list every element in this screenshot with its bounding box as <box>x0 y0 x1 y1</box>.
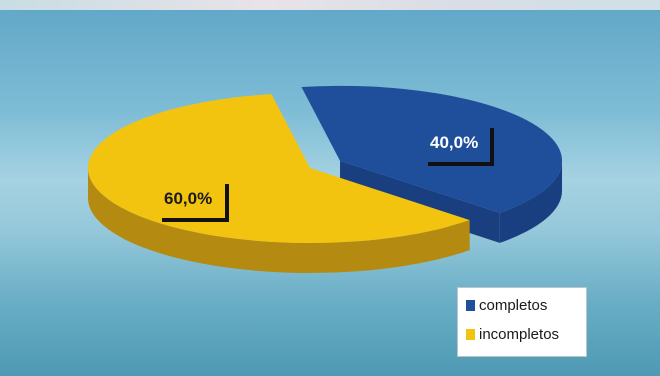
legend-item-completos: completos <box>466 297 547 314</box>
pie-label-incompletos: 60,0% <box>162 184 229 222</box>
chart-legend: completos incompletos <box>457 287 587 357</box>
pie-value-label-incompletos: 60,0% <box>164 189 212 208</box>
legend-item-incompletos: incompletos <box>466 326 559 343</box>
legend-label-completos: completos <box>479 297 548 314</box>
label-bracket-horizontal <box>428 162 494 166</box>
pie-label-completos: 40,0% <box>428 128 494 166</box>
pie-side-incompletos <box>88 168 470 273</box>
legend-swatch-incompletos <box>466 329 475 340</box>
pie-slice-completos <box>301 85 563 213</box>
pie-slice-incompletos <box>88 94 470 243</box>
label-bracket-horizontal <box>162 218 229 222</box>
pie-value-label-completos: 40,0% <box>430 133 478 152</box>
top-edge-strip <box>0 0 660 10</box>
legend-label-incompletos: incompletos <box>479 326 560 343</box>
legend-swatch-completos <box>466 300 475 311</box>
pie-side-completos <box>499 160 563 243</box>
label-bracket-vertical <box>225 184 229 222</box>
label-bracket-vertical <box>490 128 494 166</box>
